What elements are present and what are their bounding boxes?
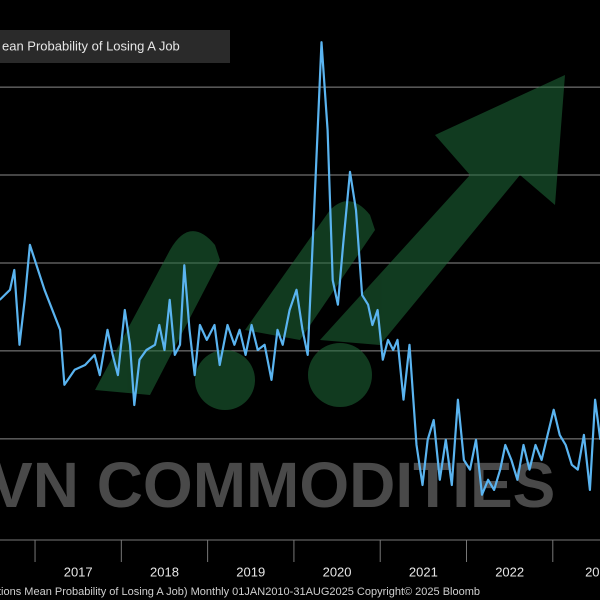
plot bbox=[0, 41, 600, 496]
series-line bbox=[0, 41, 600, 496]
watermark-dot bbox=[195, 350, 255, 410]
x-axis-labels: 16201720182019202020212022202 bbox=[34, 540, 600, 579]
x-tick-label: 2022 bbox=[495, 564, 524, 579]
watermark-arrow bbox=[95, 75, 565, 410]
x-tick-label: 2020 bbox=[323, 564, 352, 579]
watermark-stroke bbox=[95, 231, 220, 395]
footer: tions Mean Probability of Losing A Job) … bbox=[0, 586, 480, 598]
watermark-text: VN COMMODITIES bbox=[0, 449, 555, 521]
x-tick-label: 2017 bbox=[64, 564, 93, 579]
x-tick-label: 2021 bbox=[409, 564, 438, 579]
x-tick-label: 2019 bbox=[236, 564, 265, 579]
watermark-dot bbox=[308, 343, 372, 407]
legend-box bbox=[0, 30, 230, 63]
legend-label: ean Probability of Losing A Job bbox=[2, 38, 180, 53]
watermark-stroke bbox=[320, 75, 565, 345]
x-tick-label: 202 bbox=[585, 564, 600, 579]
watermark-stroke bbox=[245, 201, 375, 340]
x-tick-label: 2018 bbox=[150, 564, 179, 579]
